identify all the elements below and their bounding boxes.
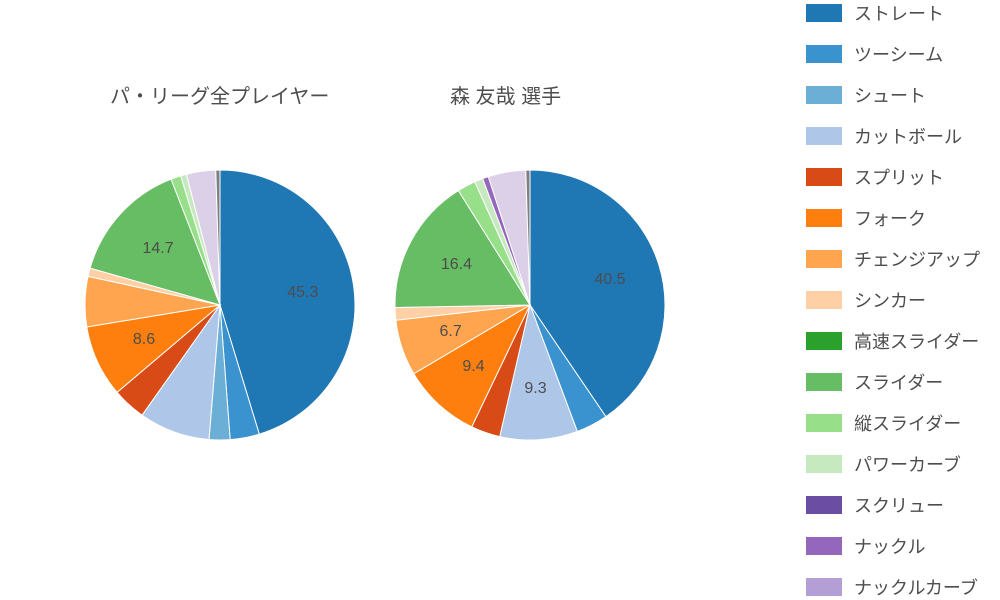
legend-swatch bbox=[806, 537, 842, 555]
legend-swatch bbox=[806, 332, 842, 350]
legend-label: 縦スライダー bbox=[854, 410, 961, 436]
legend-label: スクリュー bbox=[854, 492, 944, 518]
pie-slice-label: 9.4 bbox=[462, 358, 484, 376]
legend-label: スライダー bbox=[854, 369, 943, 395]
legend-item: ストレート bbox=[806, 0, 980, 26]
legend-item: チェンジアップ bbox=[806, 246, 980, 272]
legend-swatch bbox=[806, 4, 842, 22]
legend-item: フォーク bbox=[806, 205, 980, 231]
legend-label: ストレート bbox=[854, 0, 944, 26]
legend-item: 縦スライダー bbox=[806, 410, 980, 436]
legend-item: ナックルカーブ bbox=[806, 574, 980, 600]
legend-item: シンカー bbox=[806, 287, 980, 313]
legend-swatch bbox=[806, 373, 842, 391]
pie-slice-label: 6.7 bbox=[440, 323, 462, 341]
legend-swatch bbox=[806, 291, 842, 309]
legend-swatch bbox=[806, 45, 842, 63]
chart-title: 森 友哉 選手 bbox=[450, 80, 561, 109]
legend-label: パワーカーブ bbox=[854, 451, 961, 477]
legend: ストレートツーシームシュートカットボールスプリットフォークチェンジアップシンカー… bbox=[806, 0, 980, 600]
legend-item: ツーシーム bbox=[806, 41, 980, 67]
legend-item: パワーカーブ bbox=[806, 451, 980, 477]
pie-slice-label: 40.5 bbox=[594, 271, 625, 289]
legend-label: カットボール bbox=[854, 123, 962, 149]
legend-label: スプリット bbox=[854, 164, 944, 190]
legend-swatch bbox=[806, 250, 842, 268]
legend-label: ナックルカーブ bbox=[854, 574, 978, 600]
legend-item: スライダー bbox=[806, 369, 980, 395]
legend-swatch bbox=[806, 455, 842, 473]
pie-slice-label: 16.4 bbox=[441, 256, 472, 274]
pie-slice-label: 14.7 bbox=[143, 240, 174, 258]
legend-swatch bbox=[806, 209, 842, 227]
legend-label: ツーシーム bbox=[854, 41, 943, 67]
legend-swatch bbox=[806, 578, 842, 596]
legend-item: スプリット bbox=[806, 164, 980, 190]
legend-item: 高速スライダー bbox=[806, 328, 980, 354]
pie-slice-label: 8.6 bbox=[133, 331, 155, 349]
legend-item: シュート bbox=[806, 82, 980, 108]
pie-chart bbox=[393, 168, 667, 442]
legend-label: シンカー bbox=[854, 287, 926, 313]
legend-swatch bbox=[806, 86, 842, 104]
pie-chart bbox=[83, 168, 357, 442]
legend-swatch bbox=[806, 496, 842, 514]
legend-label: チェンジアップ bbox=[854, 246, 980, 272]
legend-label: シュート bbox=[854, 82, 926, 108]
legend-item: カットボール bbox=[806, 123, 980, 149]
legend-label: 高速スライダー bbox=[854, 328, 979, 354]
chart-container: パ・リーグ全プレイヤー 45.3 8.6 14.7 森 友哉 選手 40.5 9.3 9.46… bbox=[0, 0, 1000, 600]
legend-item: スクリュー bbox=[806, 492, 980, 518]
pie-slice-label: 9.3 bbox=[524, 380, 546, 398]
legend-swatch bbox=[806, 168, 842, 186]
legend-label: ナックル bbox=[854, 533, 925, 559]
legend-swatch bbox=[806, 127, 842, 145]
chart-title: パ・リーグ全プレイヤー bbox=[110, 80, 329, 109]
legend-label: フォーク bbox=[854, 205, 926, 231]
legend-swatch bbox=[806, 414, 842, 432]
legend-item: ナックル bbox=[806, 533, 980, 559]
pie-slice-label: 45.3 bbox=[287, 284, 318, 302]
